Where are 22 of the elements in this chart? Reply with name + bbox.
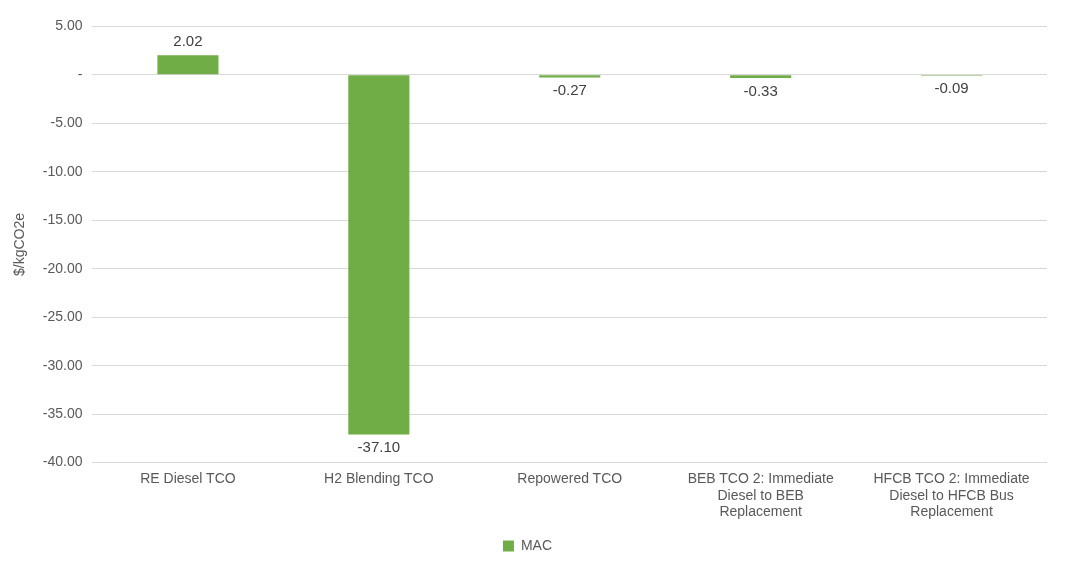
y-tick-label: -40.00 [42, 453, 83, 470]
x-tick-label: H2 Blending TCO [324, 469, 434, 486]
x-tick-label: HFCB TCO 2: Immediate Diesel to HFCB Bus Replacement [873, 469, 1030, 520]
data-label: -0.09 [934, 79, 969, 97]
y-tick-label: -15.00 [42, 211, 83, 228]
legend-label: MAC [520, 536, 553, 553]
y-tick-label: -10.00 [42, 162, 83, 179]
y-tick-label: 5.00 [55, 17, 83, 34]
y-tick-label: -30.00 [42, 356, 83, 373]
data-label: -37.10 [357, 438, 401, 456]
x-tick-label: RE Diesel TCO [140, 469, 236, 486]
y-axis-title: $/kgCO2e [11, 212, 28, 277]
data-label: 2.02 [173, 31, 203, 49]
y-tick-label: -35.00 [42, 404, 83, 421]
data-label: -0.27 [552, 81, 587, 99]
y-tick-label: -5.00 [50, 114, 83, 131]
y-tick-label: - [77, 65, 83, 82]
x-tick-label: Repowered TCO [517, 469, 623, 486]
y-tick-label: -20.00 [42, 259, 83, 276]
x-tick-label: BEB TCO 2: Immediate Diesel to BEB Replacement [687, 469, 834, 520]
data-label: -0.33 [743, 81, 778, 99]
y-tick-label: -25.00 [42, 308, 83, 325]
